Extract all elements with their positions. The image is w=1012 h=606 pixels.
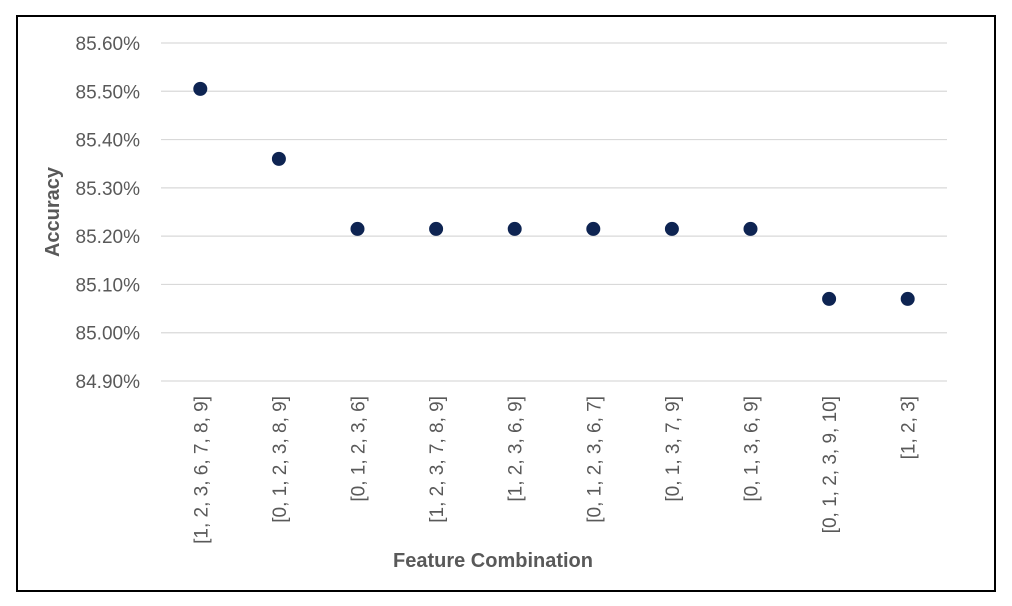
data-point [743,221,758,236]
x-tick-label: [0, 1, 2, 3, 9, 10] [820,396,841,533]
data-point [350,221,365,236]
y-tick-label: 85.30% [76,179,141,200]
data-point [586,221,601,236]
y-axis-title: Accuracy [42,166,64,257]
y-tick-label: 85.00% [76,324,141,345]
data-point [822,291,837,306]
x-tick-label: [0, 1, 3, 7, 9] [663,396,684,502]
data-points [193,81,915,306]
data-point [507,221,522,236]
x-tick-label: [1, 2, 3] [899,396,920,459]
x-tick-label: [0, 1, 3, 6, 9] [742,396,763,502]
data-point [193,81,208,96]
data-point [271,151,286,166]
x-tick-label: [1, 2, 3, 6, 9] [506,396,527,502]
y-tick-label: 85.40% [76,131,141,152]
data-point [900,291,915,306]
x-axis-title: Feature Combination [393,550,593,572]
x-tick-labels: [1, 2, 3, 6, 7, 8, 9] [0, 1, 2, 3, 8, 9] [… [191,396,919,544]
y-tick-label: 85.50% [76,82,141,103]
data-point [429,221,444,236]
y-tick-label: 85.20% [76,227,141,248]
gridlines [161,42,947,382]
x-tick-label: [0, 1, 2, 3, 6] [349,396,370,502]
y-tick-label: 84.90% [76,372,141,393]
x-tick-label: [0, 1, 2, 3, 6, 7] [584,396,605,523]
x-tick-label: [0, 1, 2, 3, 8, 9] [270,396,291,523]
x-tick-label: [1, 2, 3, 7, 8, 9] [427,396,448,523]
y-tick-label: 85.10% [76,275,141,296]
y-tick-labels: 84.90% 85.00% 85.10% 85.20% 85.30% 85.40% 85.5… [76,34,141,393]
data-point [664,221,679,236]
y-tick-label: 85.60% [76,34,141,55]
x-tick-label: [1, 2, 3, 6, 7, 8, 9] [191,396,212,544]
